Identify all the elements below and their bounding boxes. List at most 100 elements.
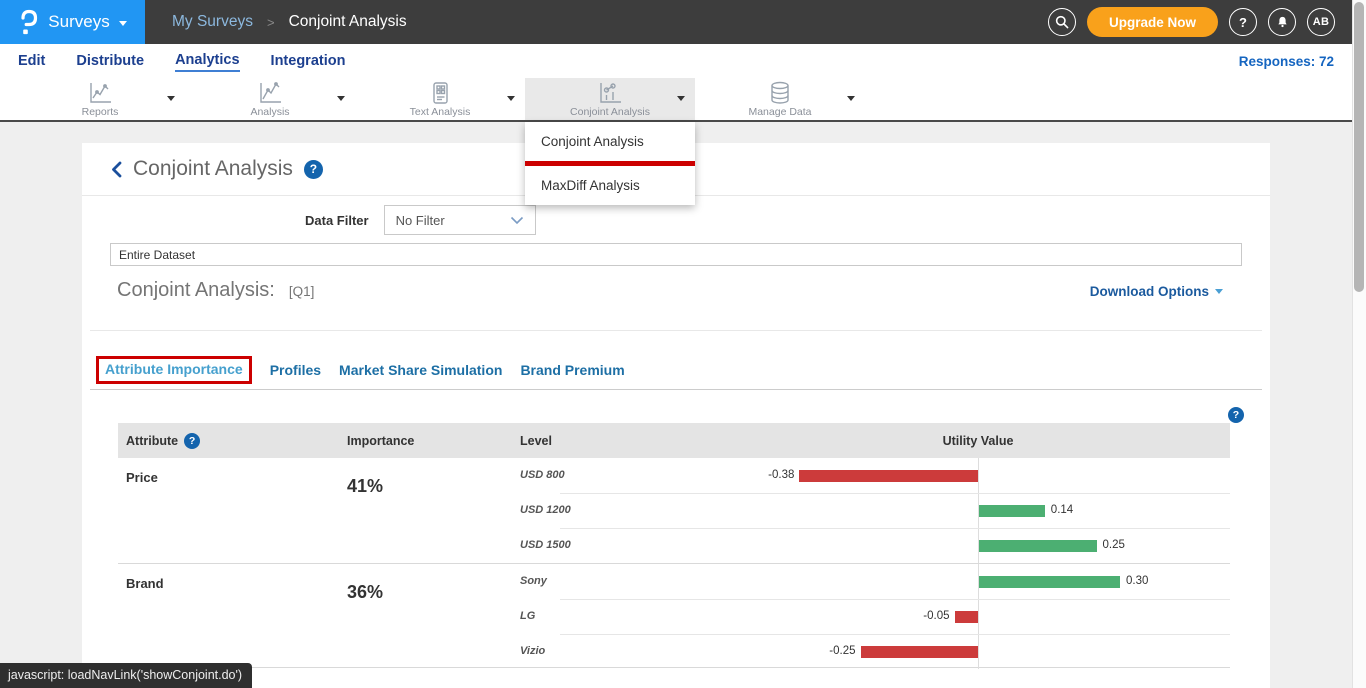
level-chart-area: Sony 0.30 LG -0.05 Vizio -0.25: [513, 564, 1230, 669]
level-row-lg: LG -0.05: [513, 599, 1230, 634]
column-header-utility-value: Utility Value: [942, 433, 1014, 448]
utility-bar: [979, 539, 1097, 552]
tab-profiles[interactable]: Profiles: [269, 362, 322, 378]
level-chart-area: USD 800 -0.38 USD 1200 0.14 USD 1500 0.2…: [513, 458, 1230, 563]
breadcrumb-current: Conjoint Analysis: [288, 13, 407, 30]
toolbar-item-label: Text Analysis: [409, 105, 471, 118]
zero-axis-line: [978, 564, 979, 669]
importance-value: 36%: [347, 582, 384, 602]
analytics-toolbar: Reports Analysis Text Analysis: [0, 78, 1352, 122]
utility-value-label: 0.30: [1126, 575, 1149, 587]
text-analysis-dropdown-arrow[interactable]: [507, 96, 515, 101]
level-name: Sony: [520, 575, 547, 587]
section-header-row: Conjoint Analysis: [Q1] Download Options: [117, 279, 1223, 302]
survey-nav: Edit Distribute Analytics Integration Re…: [0, 44, 1352, 78]
responses-count: Responses: 72: [1238, 53, 1334, 69]
help-button[interactable]: ?: [1229, 8, 1257, 36]
link-status-tooltip: javascript: loadNavLink('showConjoint.do…: [0, 663, 253, 688]
attribute-name: Brand: [126, 576, 164, 591]
level-name: USD 1200: [520, 504, 571, 516]
upgrade-now-button[interactable]: Upgrade Now: [1086, 7, 1218, 37]
dataset-value: Entire Dataset: [119, 247, 196, 262]
toolbar-item-reports[interactable]: Reports: [15, 78, 185, 120]
menu-item-maxdiff-analysis[interactable]: MaxDiff Analysis: [541, 178, 640, 193]
analysis-dropdown-arrow[interactable]: [337, 96, 345, 101]
bell-icon: [1277, 16, 1287, 27]
reports-dropdown-arrow[interactable]: [167, 96, 175, 101]
utility-value-label: -0.25: [829, 645, 856, 657]
avatar[interactable]: AB: [1307, 8, 1335, 36]
tab-brand-premium[interactable]: Brand Premium: [520, 362, 625, 378]
menu-item-conjoint-analysis[interactable]: Conjoint Analysis: [541, 134, 644, 149]
notifications-button[interactable]: [1268, 8, 1296, 36]
table-row-price: Price 41% USD 800 -0.38 USD 1200 0.14 US…: [118, 458, 1230, 563]
utility-bar: [979, 504, 1045, 517]
table-row-brand: Brand 36% Sony 0.30 LG -0.05 Vizio -0.25: [118, 563, 1230, 669]
nav-item-edit[interactable]: Edit: [18, 53, 46, 69]
section-title: Conjoint Analysis:: [117, 279, 275, 301]
chevron-down-icon: [118, 20, 127, 26]
breadcrumb-separator: >: [266, 14, 275, 30]
toolbar-item-conjoint-analysis[interactable]: Conjoint Analysis: [525, 78, 695, 120]
utility-value-label: -0.05: [923, 610, 950, 622]
level-name: LG: [520, 610, 536, 622]
topbar-actions: Upgrade Now ? AB: [1047, 7, 1352, 37]
utility-value-label: 0.25: [1102, 539, 1125, 551]
toolbar-item-label: Conjoint Analysis: [570, 105, 650, 118]
table-help-icon[interactable]: ?: [1228, 407, 1244, 423]
nav-item-distribute[interactable]: Distribute: [76, 53, 145, 69]
utility-value-label: 0.14: [1050, 504, 1074, 516]
level-row-usd-1200: USD 1200 0.14: [513, 493, 1230, 528]
conjoint-chart-icon: [597, 81, 623, 105]
analysis-tabs: Attribute Importance Profiles Market Sha…: [90, 351, 1262, 390]
zero-axis-line: [978, 458, 979, 563]
top-bar: Surveys My Surveys > Conjoint Analysis U…: [0, 0, 1352, 44]
toolbar-item-label: Manage Data: [748, 105, 812, 118]
toolbar-item-manage-data[interactable]: Manage Data: [695, 78, 865, 120]
section-divider: [90, 330, 1262, 331]
column-header-importance: Importance: [347, 433, 415, 448]
level-row-usd-1500: USD 1500 0.25: [513, 528, 1230, 563]
conjoint-dropdown-menu: Conjoint Analysis MaxDiff Analysis: [525, 122, 695, 205]
utility-table: Attribute ? Importance Level Utility Val…: [118, 423, 1230, 669]
manage-data-dropdown-arrow[interactable]: [847, 96, 855, 101]
download-options-button[interactable]: Download Options: [1090, 284, 1223, 299]
toolbar-item-analysis[interactable]: Analysis: [185, 78, 355, 120]
level-row-usd-800: USD 800 -0.38: [513, 458, 1230, 493]
level-name: USD 800: [520, 469, 565, 481]
annotation-red-box: Attribute Importance: [96, 356, 252, 384]
utility-bar: [799, 469, 978, 482]
scrollbar-thumb[interactable]: [1354, 2, 1364, 292]
data-filter-select[interactable]: No Filter: [383, 205, 536, 235]
toolbar-item-text-analysis[interactable]: Text Analysis: [355, 78, 525, 120]
data-filter-label: Data Filter: [305, 212, 369, 228]
level-name: Vizio: [520, 645, 546, 657]
attribute-help-icon[interactable]: ?: [184, 432, 201, 449]
utility-value-label: -0.38: [768, 469, 795, 481]
table-header-row: Attribute ? Importance Level Utility Val…: [118, 423, 1230, 458]
app-logo-menu[interactable]: Surveys: [0, 0, 145, 44]
search-button[interactable]: [1047, 8, 1076, 36]
level-row-vizio: Vizio -0.25: [513, 634, 1230, 669]
text-document-icon: [429, 81, 451, 105]
level-row-sony: Sony 0.30: [513, 564, 1230, 599]
annotation-red-underline: [525, 161, 695, 166]
nav-item-analytics[interactable]: Analytics: [175, 50, 240, 72]
breadcrumb-my-surveys[interactable]: My Surveys: [172, 13, 253, 30]
tab-attribute-importance[interactable]: Attribute Importance: [105, 361, 243, 377]
title-help-icon[interactable]: ?: [303, 159, 323, 179]
column-header-attribute: Attribute ?: [126, 432, 201, 449]
column-header-level: Level: [520, 433, 552, 448]
back-button[interactable]: [111, 161, 122, 178]
tab-market-share-simulation[interactable]: Market Share Simulation: [339, 362, 503, 378]
page-title: Conjoint Analysis: [133, 157, 293, 180]
data-filter-value: No Filter: [395, 212, 445, 228]
toolbar-item-label: Analysis: [250, 105, 290, 118]
chevron-left-icon: [112, 161, 122, 177]
scrollbar-track[interactable]: [1352, 0, 1366, 688]
dataset-field[interactable]: Entire Dataset: [110, 243, 1242, 266]
breadcrumb: My Surveys > Conjoint Analysis: [172, 13, 407, 31]
nav-item-integration[interactable]: Integration: [270, 53, 346, 69]
chevron-down-icon: [510, 216, 523, 224]
conjoint-dropdown-arrow[interactable]: [677, 96, 685, 101]
